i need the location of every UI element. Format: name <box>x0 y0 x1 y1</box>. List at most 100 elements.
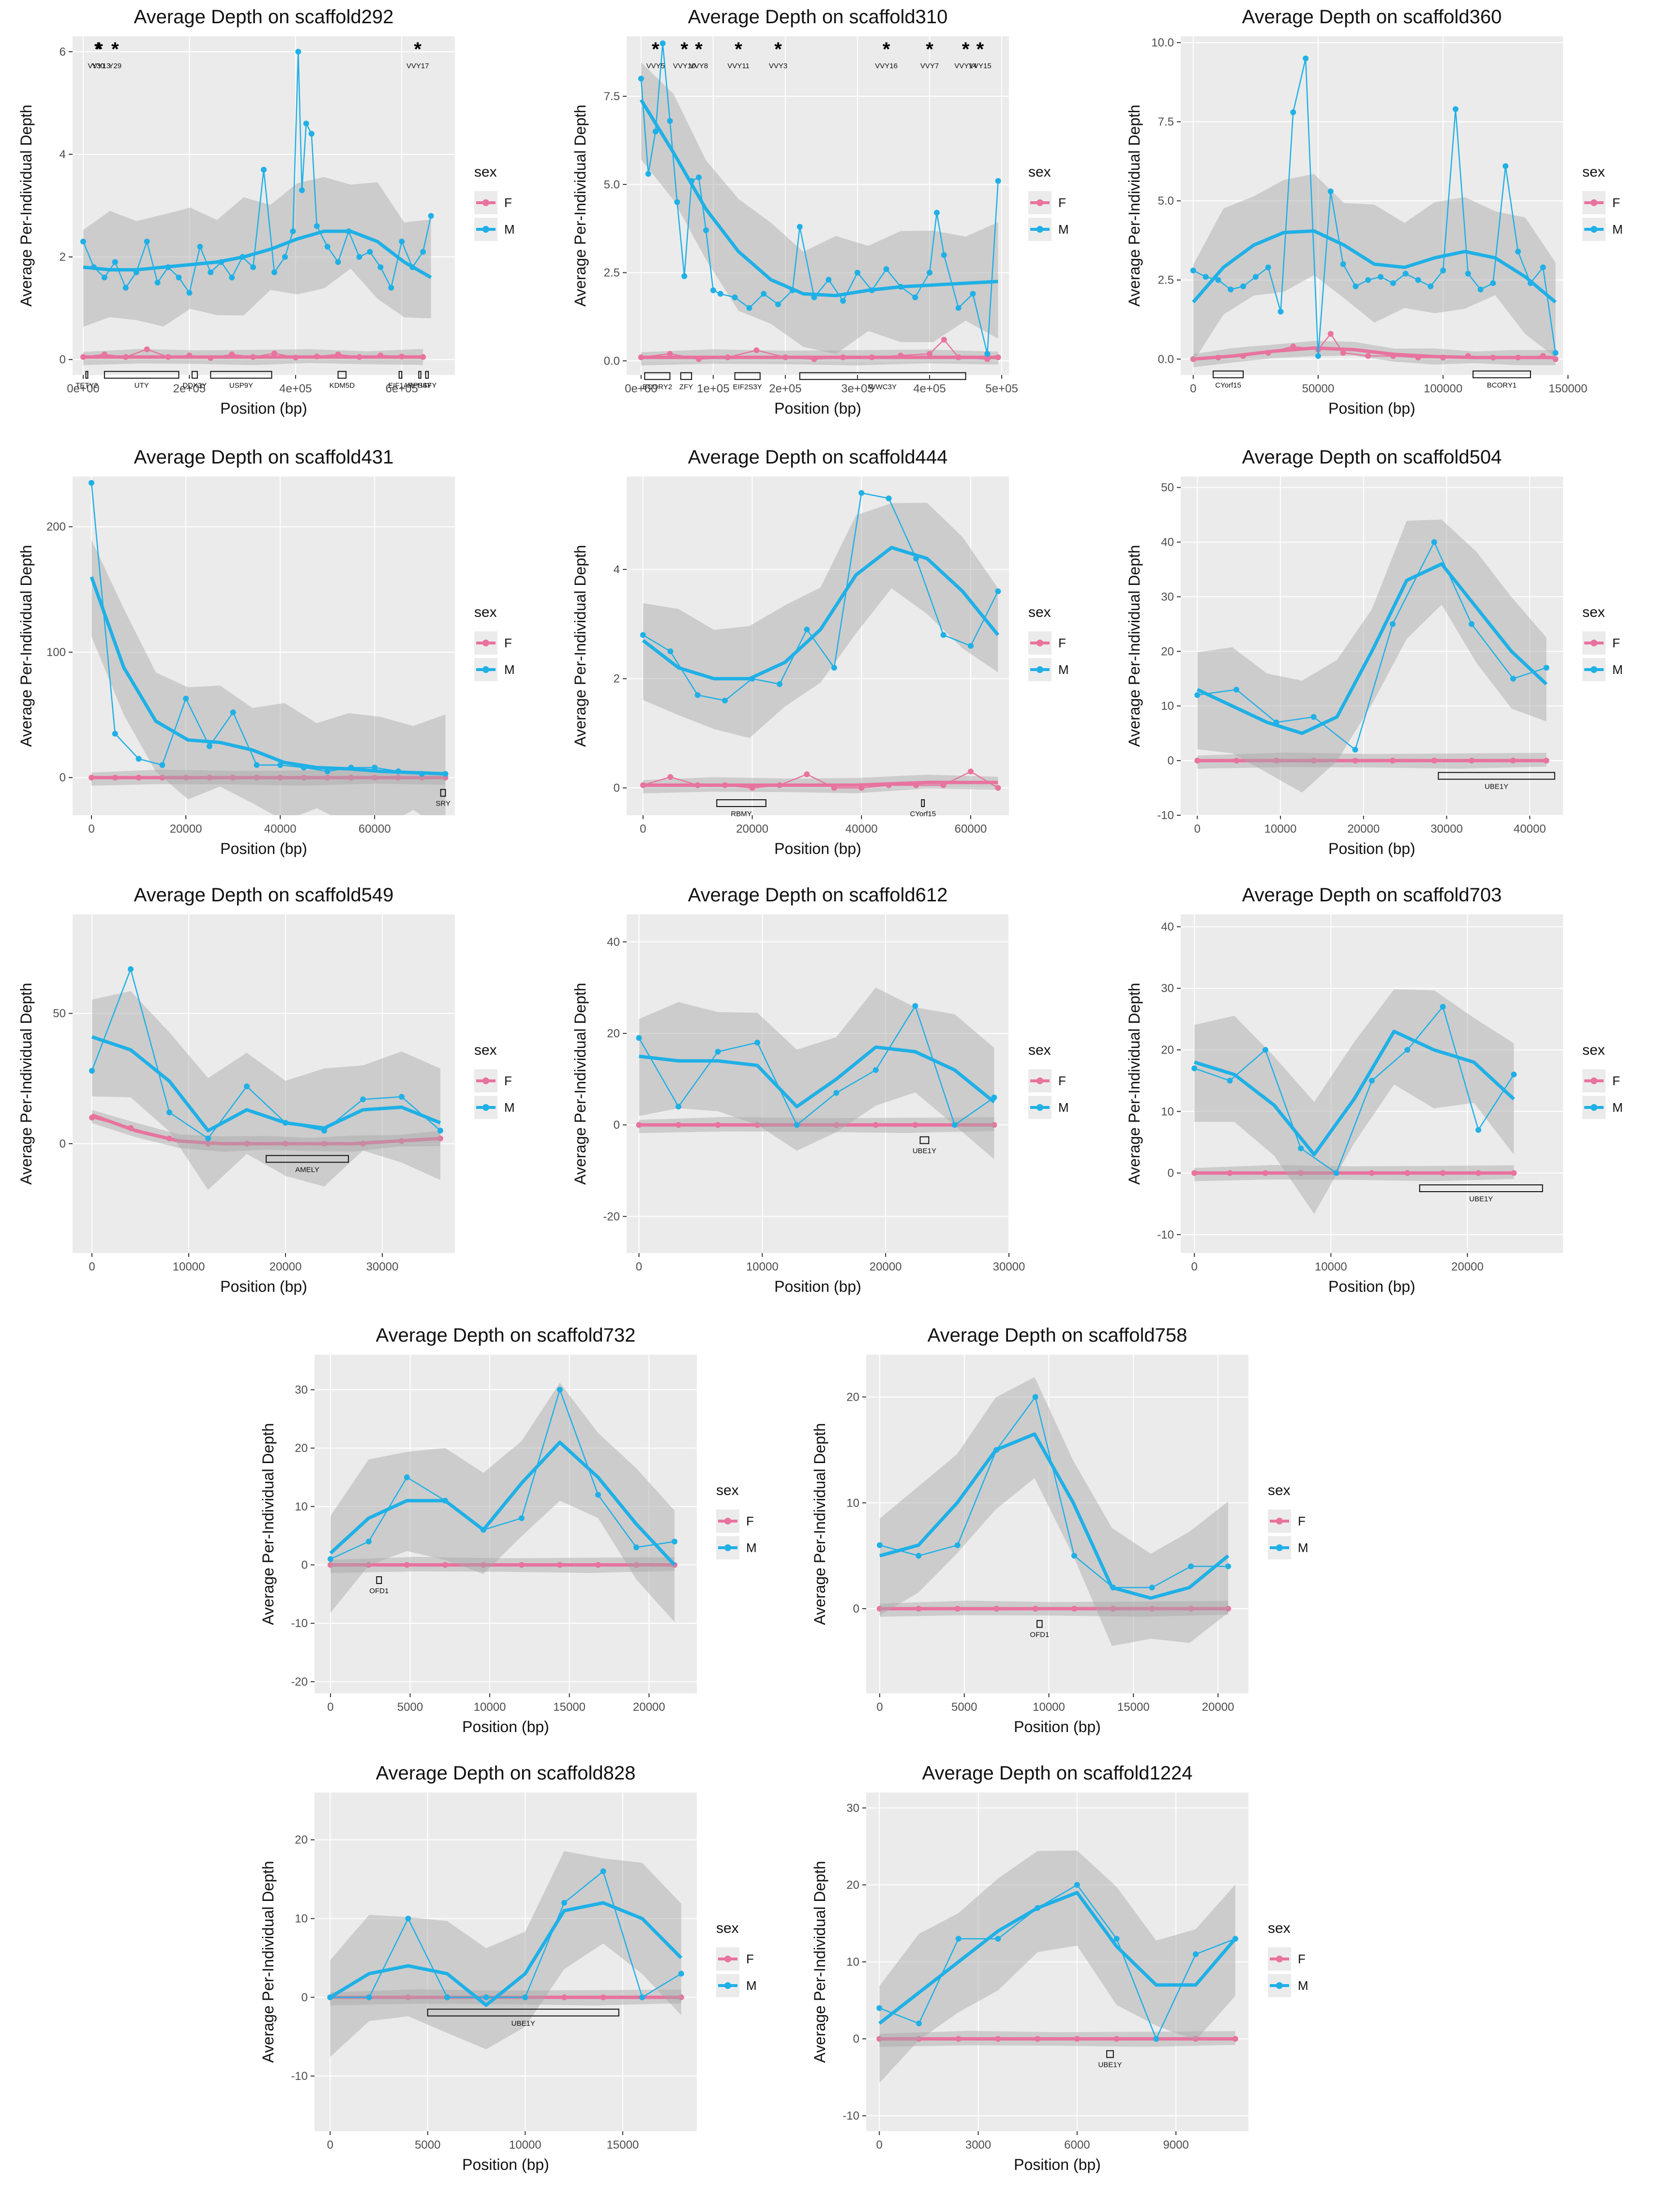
data-point-M <box>254 762 260 768</box>
data-point-M <box>804 627 810 633</box>
x-tick-label: 20000 <box>870 1260 902 1273</box>
x-tick-label: 9000 <box>1163 2138 1188 2152</box>
y-tick-label: 20 <box>295 1442 308 1455</box>
x-tick-label: 5000 <box>951 1701 977 1714</box>
data-point-M <box>933 209 940 216</box>
data-point-M <box>1469 621 1475 627</box>
data-point-M <box>638 75 644 82</box>
data-point-M <box>872 1067 879 1073</box>
gene-label: HSFY <box>417 382 436 390</box>
y-tick-label: -20 <box>291 1675 308 1689</box>
gene-label: RBMY <box>731 810 751 818</box>
confidence-ribbon-F <box>1193 341 1556 368</box>
chart-panel-13: Average Depth on scaffold1224 0 3000 6000 90… <box>811 1763 1308 2173</box>
gene-box <box>337 371 347 379</box>
gene-box <box>799 372 966 380</box>
x-tick-label: 10000 <box>474 1701 506 1714</box>
y-tick-label: 40 <box>1161 920 1174 933</box>
data-point-M <box>112 731 118 737</box>
x-tick-label: 10000 <box>746 1260 779 1273</box>
legend-key-point <box>482 1104 489 1111</box>
y-tick-label: 30 <box>846 1802 859 1815</box>
chart-title: Average Depth on scaffold828 <box>376 1763 636 1784</box>
y-axis-label: Average Per-Individual Depth <box>811 1423 828 1625</box>
legend-key-point <box>482 1077 489 1084</box>
y-tick-label: 4 <box>614 563 620 576</box>
data-point-M <box>1233 687 1240 693</box>
data-point-M <box>437 1127 443 1134</box>
legend-key-point <box>1591 640 1597 646</box>
x-tick-label: 20000 <box>633 1701 665 1714</box>
data-point-M <box>303 120 309 127</box>
data-point-M <box>883 266 889 272</box>
y-tick-label: -10 <box>291 2070 308 2083</box>
data-point-M <box>796 224 803 230</box>
chart-panel-11: Average Depth on scaffold758 0 5000 10000 15… <box>811 1325 1308 1735</box>
plot-area <box>1194 519 1549 793</box>
y-tick-label: 0 <box>301 1558 308 1571</box>
smooth-line-M <box>91 1035 441 1133</box>
gene-label: AMELY <box>295 1166 319 1174</box>
x-tick-label: 30000 <box>1430 822 1463 836</box>
gene-label: EIF1AY <box>388 382 413 390</box>
plot-area <box>1190 55 1559 368</box>
x-tick-label: 40000 <box>264 822 297 836</box>
smooth-line-F <box>643 780 998 787</box>
confidence-ribbon-M <box>879 1850 1235 2083</box>
x-axis-label: Position (bp) <box>462 2156 549 2173</box>
series-line-M <box>638 1004 995 1126</box>
data-point-F <box>667 774 674 780</box>
gene-box <box>1213 370 1244 378</box>
gene-label: BCORY2 <box>643 383 672 391</box>
y-tick-label: 200 <box>46 521 66 534</box>
x-tick-label: 60000 <box>955 822 987 836</box>
star-label: Y29 <box>108 62 121 70</box>
legend-title: sex <box>1028 164 1051 180</box>
data-point-F <box>667 351 673 357</box>
data-point-M <box>1404 1047 1411 1053</box>
data-point-M <box>229 274 235 281</box>
data-point-M <box>710 287 716 293</box>
series-line-M <box>1194 1005 1515 1174</box>
data-point-M <box>636 1035 642 1041</box>
chart-title: Average Depth on scaffold444 <box>688 447 948 468</box>
chart-title: Average Depth on scaffold612 <box>688 884 948 906</box>
legend-title: sex <box>1582 1042 1605 1058</box>
y-tick-label: 2.5 <box>604 267 620 280</box>
x-tick-label: 2e+05 <box>173 382 206 395</box>
legend-label-F: F <box>746 1514 754 1528</box>
chart-title: Average Depth on scaffold504 <box>1242 447 1502 468</box>
y-tick-label: 0 <box>301 1991 308 2004</box>
legend-label-M: M <box>1058 1100 1069 1115</box>
data-point-M <box>1191 1065 1198 1072</box>
plot-area <box>89 479 449 815</box>
data-point-M <box>984 351 991 357</box>
x-tick-label: 3000 <box>965 2138 991 2152</box>
legend-label-F: F <box>504 195 512 210</box>
legend-key-point <box>724 1544 731 1551</box>
y-tick-label: 0 <box>853 1602 859 1615</box>
data-point-M <box>1252 274 1259 280</box>
gene-box <box>210 371 272 379</box>
x-tick-label: 10000 <box>509 2138 541 2152</box>
data-point-M <box>1074 1882 1080 1888</box>
data-point-M <box>1188 1563 1194 1569</box>
legend-key-point <box>1037 1104 1043 1111</box>
data-point-M <box>1202 274 1209 280</box>
star-label: VVY10 <box>673 62 696 70</box>
gene-box <box>266 1155 349 1163</box>
data-point-M <box>206 743 212 749</box>
legend-label-M: M <box>504 1100 515 1115</box>
confidence-ribbon-M <box>1193 174 1556 362</box>
smooth-line-M <box>642 546 1000 681</box>
data-point-M <box>144 239 150 245</box>
x-tick-label: 20000 <box>736 822 768 836</box>
plot-area <box>89 966 443 1190</box>
data-point-M <box>365 1539 372 1545</box>
data-point-M <box>639 1994 646 2001</box>
x-tick-label: 0 <box>89 1260 95 1273</box>
x-tick-label: 0 <box>636 1260 642 1273</box>
y-tick-label: 50 <box>1161 481 1174 494</box>
x-tick-label: 15000 <box>553 1701 586 1714</box>
data-point-M <box>230 709 236 716</box>
